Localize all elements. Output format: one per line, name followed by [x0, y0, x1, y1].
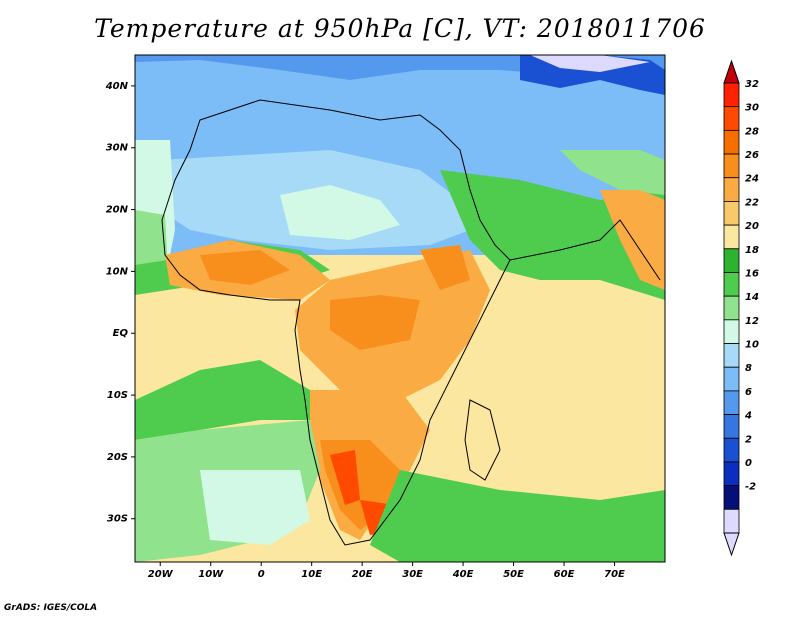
colorbar-segment — [723, 414, 740, 439]
map-frame — [134, 54, 666, 563]
colorbar-segment — [723, 129, 740, 155]
coastlines — [161, 99, 661, 546]
y-tick-label: 10S — [107, 390, 128, 401]
temperature-field — [135, 55, 665, 562]
colorbar-segment — [723, 508, 740, 534]
colorbar-label: 30 — [745, 103, 759, 114]
colorbar-label: 6 — [745, 387, 752, 398]
colorbar-label: 14 — [745, 292, 759, 303]
x-axis: 20W 10W 0 10E 20E 30E 40E 50E 60E 70E — [148, 562, 625, 580]
colorbar-label: 2 — [745, 434, 752, 445]
y-tick-label: 20S — [107, 452, 128, 463]
colorbar-segment — [723, 177, 740, 202]
y-axis: 40N 30N 20N 10N EQ 10S 20S 30S — [105, 81, 135, 525]
colorbar-over-triangle — [723, 59, 740, 84]
y-tick-label: 40N — [105, 81, 129, 92]
colorbar-segment — [723, 343, 740, 368]
colorbar-label: 22 — [745, 197, 759, 208]
colorbar-label: 12 — [745, 316, 759, 327]
colorbar-label: 24 — [745, 174, 759, 185]
x-tick-label: 20E — [352, 569, 373, 580]
colorbar-segment — [723, 272, 740, 297]
colorbar-label: 16 — [745, 268, 759, 279]
map-title: Temperature at 950hPa [C], VT: 201801170… — [94, 14, 706, 43]
colorbar-label: 8 — [745, 363, 752, 374]
colorbar-segment — [723, 224, 740, 250]
colorbar-label: 28 — [745, 126, 759, 137]
colorbar-segment — [723, 319, 740, 344]
colorbar-label: 26 — [745, 150, 759, 161]
x-tick-label: 50E — [503, 569, 524, 580]
colorbar-label: 4 — [744, 411, 752, 422]
colorbar-segment — [723, 366, 740, 392]
colorbar-label: 0 — [745, 458, 752, 469]
x-tick-label: 0 — [258, 569, 265, 580]
x-tick-label: 20W — [148, 569, 174, 580]
colorbar-segment — [723, 461, 740, 487]
colorbar-segment — [723, 437, 740, 463]
colorbar-segment — [723, 82, 740, 108]
credit-label: GrADS: IGES/COLA — [4, 603, 98, 613]
y-tick-label: 30S — [107, 514, 128, 525]
colorbar-segment — [723, 485, 740, 510]
colorbar-label: 20 — [745, 221, 759, 232]
x-tick-label: 60E — [554, 569, 575, 580]
x-tick-label: 10E — [301, 569, 322, 580]
colorbar-segment — [723, 295, 740, 321]
colorbar-under-triangle — [723, 532, 740, 557]
colorbar-label: -2 — [745, 482, 756, 493]
colorbar-segment — [723, 248, 740, 273]
colorbar-segment — [723, 390, 740, 415]
x-tick-label: 70E — [604, 569, 625, 580]
colorbar-segment — [723, 106, 740, 131]
x-tick-label: 30E — [402, 569, 423, 580]
colorbar-segment — [723, 153, 740, 179]
x-tick-label: 40E — [452, 569, 474, 580]
colorbar-label: 18 — [745, 245, 759, 256]
x-tick-label: 10W — [198, 569, 224, 580]
y-tick-label: 10N — [106, 266, 129, 277]
y-tick-label: 20N — [106, 205, 129, 216]
colorbar-segment — [723, 201, 740, 226]
y-tick-label: EQ — [113, 328, 129, 339]
colorbar-label: 10 — [745, 340, 759, 351]
y-tick-label: 30N — [106, 143, 129, 154]
colorbar-label: 32 — [745, 79, 759, 90]
